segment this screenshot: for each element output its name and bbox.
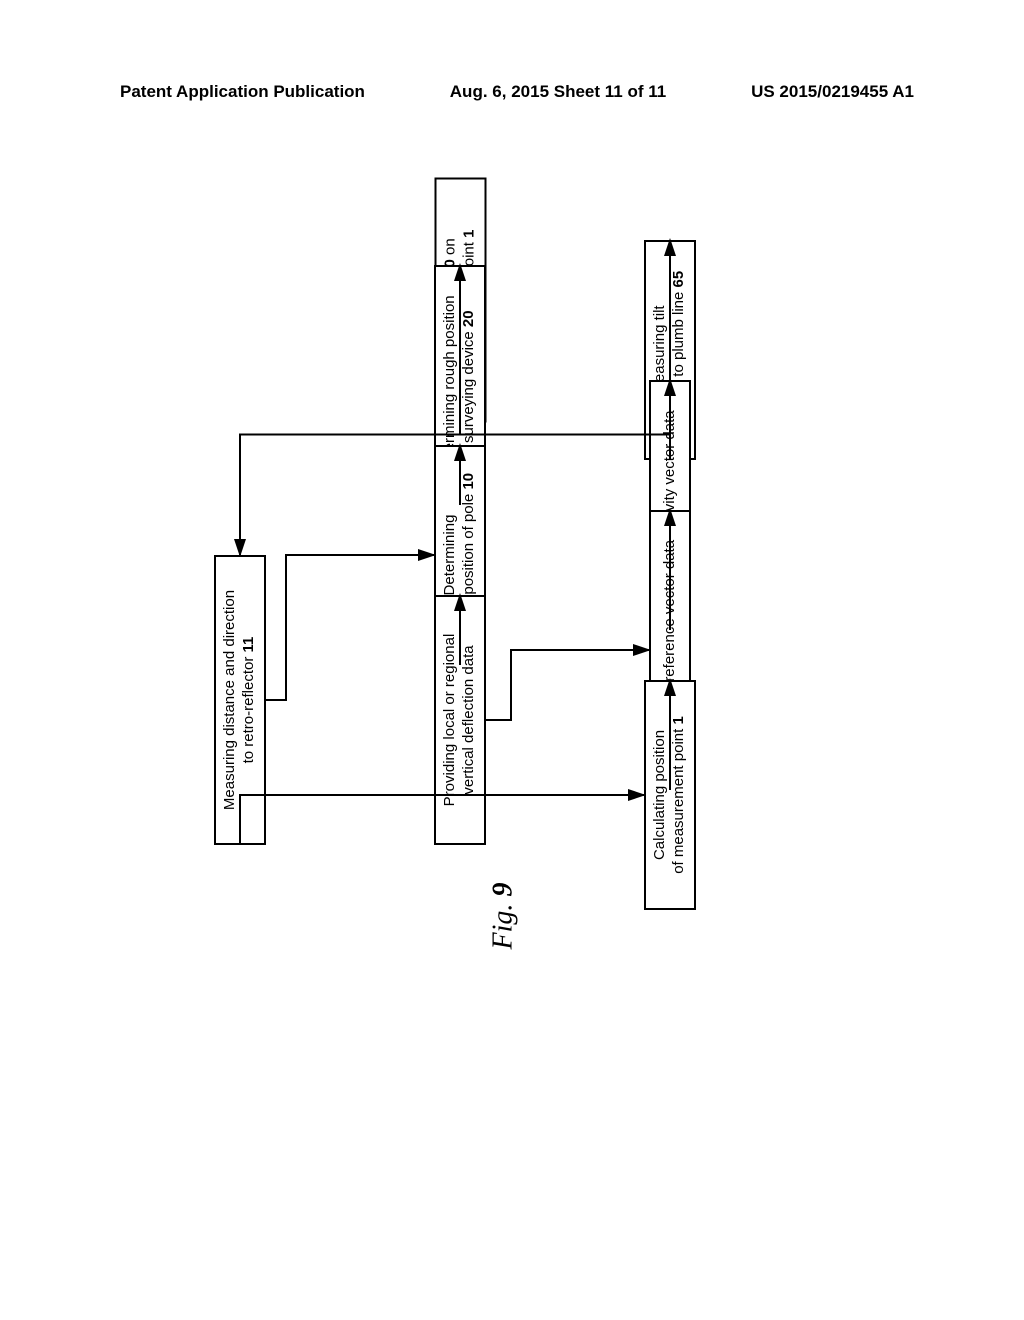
flow-arrows [0, 0, 1024, 1320]
flowchart: Placing pole 10 onmeasurement point 1 Me… [0, 0, 1024, 1320]
figure-label: Fig. 9 [487, 883, 519, 950]
box-vertical-deflection: Providing local or regionalvertical defl… [434, 595, 486, 845]
box-measuring-distance: Measuring distance and directionto retro… [214, 555, 266, 845]
box-calculating-position: Calculating positionof measurement point… [644, 680, 696, 910]
